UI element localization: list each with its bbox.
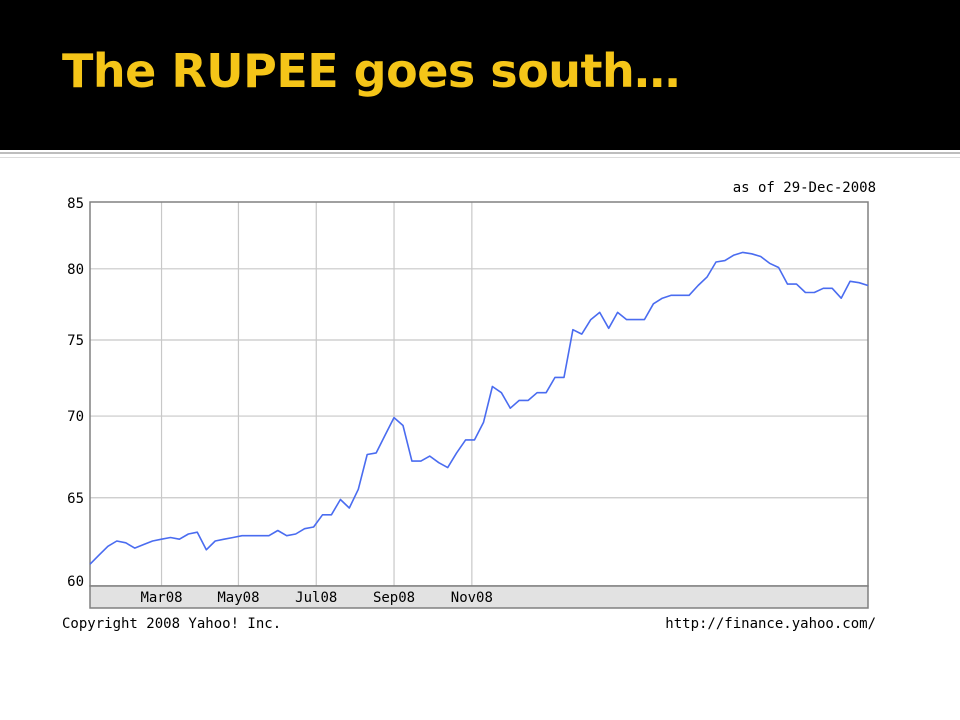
copyright-label: Copyright 2008 Yahoo! Inc.: [62, 616, 281, 632]
y-tick-label: 75: [67, 333, 84, 349]
title-bar: The RUPEE goes south…: [0, 0, 960, 150]
y-tick-label: 80: [67, 262, 84, 278]
series-line: [89, 251, 869, 565]
y-tick-label: 85: [67, 196, 84, 212]
title-divider-thin: [0, 157, 960, 158]
y-gridlines: [90, 268, 868, 499]
y-tick-label: 70: [67, 409, 84, 425]
x-tick-label: Sep08: [373, 590, 415, 606]
y-tick-label: 65: [67, 491, 84, 507]
title-divider: [0, 152, 960, 154]
plot-border: [89, 201, 869, 587]
slide-title: The RUPEE goes south…: [62, 44, 680, 98]
x-tick-label: Nov08: [451, 590, 493, 606]
y-tick-labels: 85 80 75 70 65 60: [67, 196, 84, 590]
x-tick-label: May08: [217, 590, 259, 606]
x-tick-label: Jul08: [295, 590, 337, 606]
as-of-label: as of 29-Dec-2008: [733, 180, 876, 196]
x-axis-band: [89, 585, 869, 609]
x-tick-label: Mar08: [140, 590, 182, 606]
source-url-label: http://finance.yahoo.com/: [665, 616, 876, 632]
y-tick-label: 60: [67, 574, 84, 590]
rupee-chart: as of 29-Dec-2008 85 80 75 70 65 60 Mar08 May0…: [56, 172, 886, 637]
x-gridlines: [160, 202, 473, 586]
rupee-chart-svg: as of 29-Dec-2008 85 80 75 70 65 60 Mar08 May0…: [62, 180, 876, 632]
x-tick-labels: Mar08 May08 Jul08 Sep08 Nov08: [140, 590, 492, 606]
